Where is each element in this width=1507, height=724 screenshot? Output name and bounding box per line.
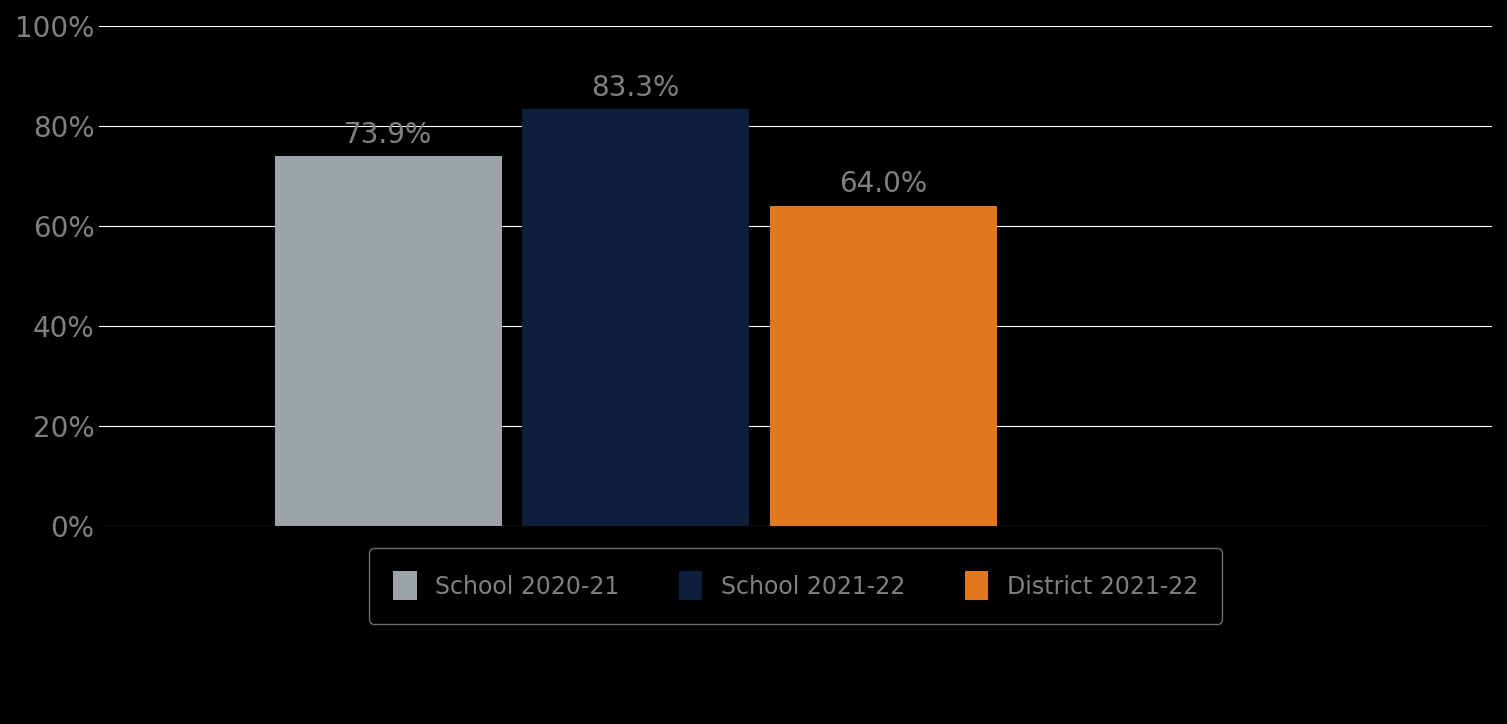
Bar xyxy=(523,109,749,526)
Text: 64.0%: 64.0% xyxy=(839,170,927,198)
Text: 83.3%: 83.3% xyxy=(592,74,680,102)
Bar xyxy=(274,156,502,526)
Text: 73.9%: 73.9% xyxy=(344,121,433,149)
Legend: School 2020-21, School 2021-22, District 2021-22: School 2020-21, School 2021-22, District… xyxy=(369,548,1222,624)
Bar xyxy=(770,206,996,526)
